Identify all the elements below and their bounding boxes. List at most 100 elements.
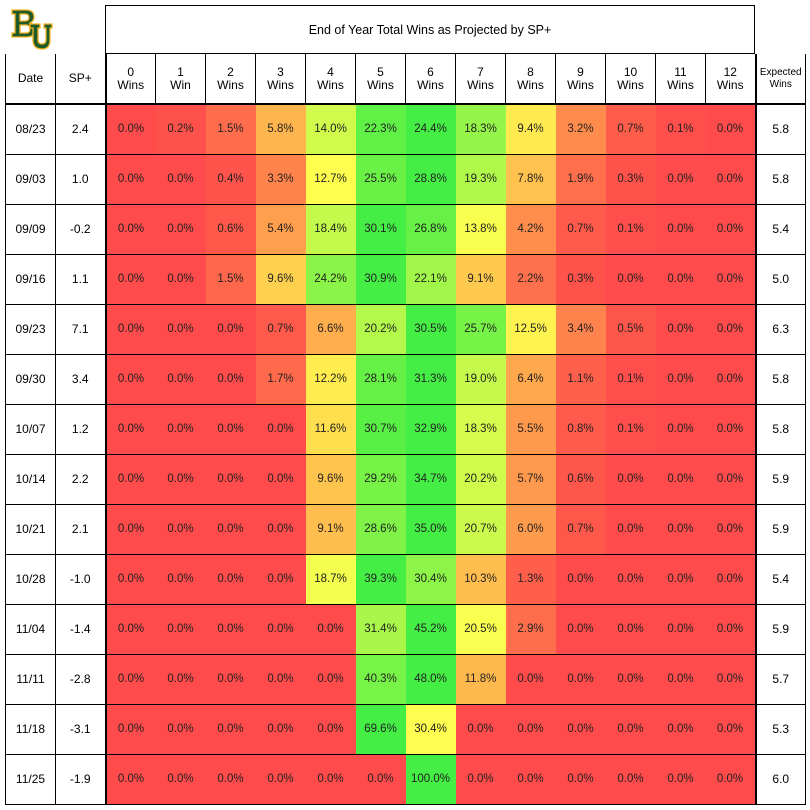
row-expected-wins: 5.4 [755, 204, 806, 255]
table-row: 10/07 1.2 0.0% 0.0% 0.0% 0.0% 11.6% 30.7% 32.9% 1… [5, 404, 806, 455]
win-probability-cell: 0.7% [605, 104, 656, 155]
win-probability-cell: 0.3% [555, 254, 606, 305]
win-probability-cell: 18.3% [455, 404, 506, 455]
win-probability-cell: 0.0% [255, 504, 306, 555]
win-probability-cell: 19.0% [455, 354, 506, 405]
category-header-1: 1 Win [155, 54, 206, 105]
win-probability-cell: 1.9% [555, 154, 606, 205]
win-probability-cell: 0.0% [705, 104, 757, 155]
row-expected-wins: 5.7 [755, 654, 806, 705]
win-probability-cell: 5.7% [505, 454, 556, 505]
win-probability-cell: 0.7% [555, 504, 606, 555]
category-header-number: 8 [527, 64, 534, 79]
win-probability-cell: 30.5% [405, 304, 456, 355]
table-row: 11/04 -1.4 0.0% 0.0% 0.0% 0.0% 0.0% 31.4% 45.2% 2… [5, 604, 806, 655]
win-probability-cell: 0.0% [305, 654, 356, 705]
win-probability-cell: 0.6% [555, 454, 606, 505]
win-probability-cell: 7.8% [505, 154, 556, 205]
win-probability-cell: 18.7% [305, 554, 356, 605]
win-probability-cell: 0.0% [505, 704, 556, 755]
category-header-10: 10 Wins [605, 54, 656, 105]
category-header-unit: Win [170, 77, 191, 92]
table-row: 11/11 -2.8 0.0% 0.0% 0.0% 0.0% 0.0% 40.3% 48.0% 1… [5, 654, 806, 705]
win-probability-cell: 0.0% [355, 754, 406, 805]
row-sp-rating: -2.8 [55, 654, 106, 705]
win-probability-cell: 9.4% [505, 104, 556, 155]
win-probability-cell: 20.2% [455, 454, 506, 505]
win-probability-cell: 0.0% [705, 604, 757, 655]
win-probability-cell: 30.7% [355, 404, 406, 455]
table-row: 08/23 2.4 0.0% 0.2% 1.5% 5.8% 14.0% 22.3% 24.4% 1… [5, 104, 806, 155]
win-probability-cell: 3.4% [555, 304, 606, 355]
win-probability-cell: 0.0% [155, 704, 206, 755]
expected-header-line: Expected [759, 66, 802, 78]
win-probability-cell: 0.3% [605, 154, 656, 205]
win-probability-cell: 3.2% [555, 104, 606, 155]
category-header-number: 0 [127, 64, 135, 79]
win-probability-cell: 0.0% [605, 254, 656, 305]
row-date: 09/16 [5, 254, 56, 305]
row-date: 09/03 [5, 154, 56, 205]
win-probability-cell: 24.4% [405, 104, 456, 155]
row-date: 08/23 [5, 104, 56, 155]
win-probability-cell: 0.0% [305, 704, 356, 755]
row-expected-wins: 5.8 [755, 154, 806, 205]
row-expected-wins: 6.0 [755, 754, 806, 805]
win-probability-cell: 0.0% [655, 354, 706, 405]
win-probability-cell: 1.1% [555, 354, 606, 405]
win-probability-cell: 0.2% [155, 104, 206, 155]
table-row: 09/09 -0.2 0.0% 0.0% 0.6% 5.4% 18.4% 30.1% 26.8%… [5, 204, 806, 255]
win-probability-cell: 5.8% [255, 104, 306, 155]
win-probability-cell: 1.5% [205, 254, 256, 305]
win-probability-cell: 0.5% [605, 304, 656, 355]
row-expected-wins: 5.9 [755, 504, 806, 555]
win-probability-cell: 0.0% [205, 404, 256, 455]
win-probability-cell: 0.0% [255, 454, 306, 505]
win-probability-cell: 31.3% [405, 354, 456, 405]
win-probability-cell: 0.0% [705, 454, 757, 505]
win-probability-cell: 0.0% [705, 254, 757, 305]
win-probability-cell: 0.0% [104, 254, 156, 305]
win-probability-cell: 39.3% [355, 554, 406, 605]
win-probability-cell: 6.6% [305, 304, 356, 355]
win-probability-cell: 0.0% [705, 504, 757, 555]
row-date: 11/25 [5, 754, 56, 805]
win-probability-cell: 0.0% [705, 154, 757, 205]
wins-projection-table: Date SP+ 0 Wins 1 Win 2 Wins 3 Wins 4 Wins 5 Wins 6 W… [5, 54, 806, 805]
win-probability-cell: 4.2% [505, 204, 556, 255]
category-header-3: 3 Wins [255, 54, 306, 105]
category-header-number: 5 [377, 64, 384, 79]
win-probability-cell: 0.0% [104, 554, 156, 605]
win-probability-cell: 22.3% [355, 104, 406, 155]
category-header-6: 6 Wins [405, 54, 456, 105]
win-probability-cell: 0.0% [205, 654, 256, 705]
win-probability-cell: 0.0% [705, 554, 757, 605]
category-header-unit: Wins [117, 77, 145, 92]
win-probability-cell: 0.0% [104, 604, 156, 655]
win-probability-cell: 0.0% [455, 704, 506, 755]
category-header-11: 11 Wins [655, 54, 706, 105]
row-date: 10/07 [5, 404, 56, 455]
row-sp-rating: -1.9 [55, 754, 106, 805]
category-header-unit: Wins [367, 77, 394, 92]
win-probability-cell: 0.0% [255, 654, 306, 705]
win-probability-cell: 1.3% [505, 554, 556, 605]
win-probability-cell: 69.6% [355, 704, 406, 755]
win-probability-cell: 0.0% [555, 704, 606, 755]
category-header-number: 1 [177, 64, 184, 79]
category-header-unit: Wins [417, 77, 444, 92]
win-probability-cell: 0.0% [104, 454, 156, 505]
row-sp-rating: 1.1 [55, 254, 106, 305]
win-probability-cell: 0.0% [205, 504, 256, 555]
win-probability-cell: 22.1% [405, 254, 456, 305]
win-probability-cell: 0.0% [255, 604, 306, 655]
win-probability-cell: 0.0% [605, 504, 656, 555]
header-row: Date SP+ 0 Wins 1 Win 2 Wins 3 Wins 4 Wins 5 Wins 6 W… [5, 54, 806, 105]
win-probability-cell: 0.0% [104, 354, 156, 405]
category-header-8: 8 Wins [505, 54, 556, 105]
category-header-number: 6 [427, 64, 434, 79]
win-probability-cell: 0.0% [605, 754, 656, 805]
win-probability-cell: 0.0% [255, 554, 306, 605]
win-probability-cell: 0.0% [605, 454, 656, 505]
category-header-unit: Wins [716, 77, 744, 92]
